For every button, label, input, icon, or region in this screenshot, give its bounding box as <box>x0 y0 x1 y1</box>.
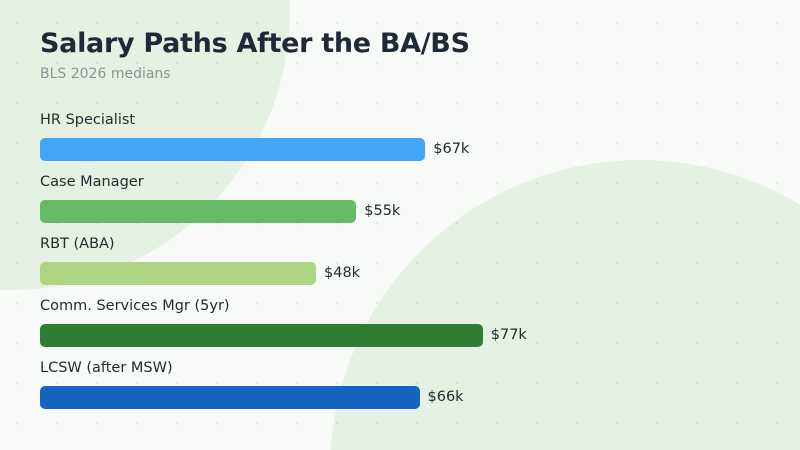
bar-fill <box>40 200 357 223</box>
bar-row: Comm. Services Mgr (5yr) $77k <box>40 299 800 361</box>
bar-track: $77k <box>40 324 800 347</box>
bar-category-label: LCSW (after MSW) <box>40 360 173 376</box>
bar-value-label: $55k <box>364 203 401 219</box>
bar-fill <box>40 138 426 161</box>
bar-row: RBT (ABA) $48k <box>40 237 800 299</box>
bar-value-label: $67k <box>433 141 470 157</box>
bar-row: Case Manager $55k <box>40 175 800 237</box>
bar-track: $67k <box>40 138 800 161</box>
bar-category-label: RBT (ABA) <box>40 236 115 252</box>
bar-fill <box>40 386 420 409</box>
bar-fill <box>40 262 316 285</box>
page-title: Salary Paths After the BA/BS <box>40 28 470 59</box>
bar-track: $55k <box>40 200 800 223</box>
page-subtitle: BLS 2026 medians <box>40 66 171 82</box>
bar-fill <box>40 324 483 347</box>
bar-value-label: $77k <box>490 327 527 343</box>
bar-track: $48k <box>40 262 800 285</box>
bar-category-label: Comm. Services Mgr (5yr) <box>40 298 230 314</box>
bar-value-label: $66k <box>427 389 464 405</box>
bar-chart: HR Specialist $67k Case Manager $55k RBT (AB… <box>40 113 800 423</box>
bar-value-label: $48k <box>324 265 361 281</box>
bar-track: $66k <box>40 386 800 409</box>
bar-row: LCSW (after MSW) $66k <box>40 361 800 423</box>
bar-category-label: Case Manager <box>40 174 144 190</box>
bar-category-label: HR Specialist <box>40 112 136 128</box>
bar-row: HR Specialist $67k <box>40 113 800 175</box>
